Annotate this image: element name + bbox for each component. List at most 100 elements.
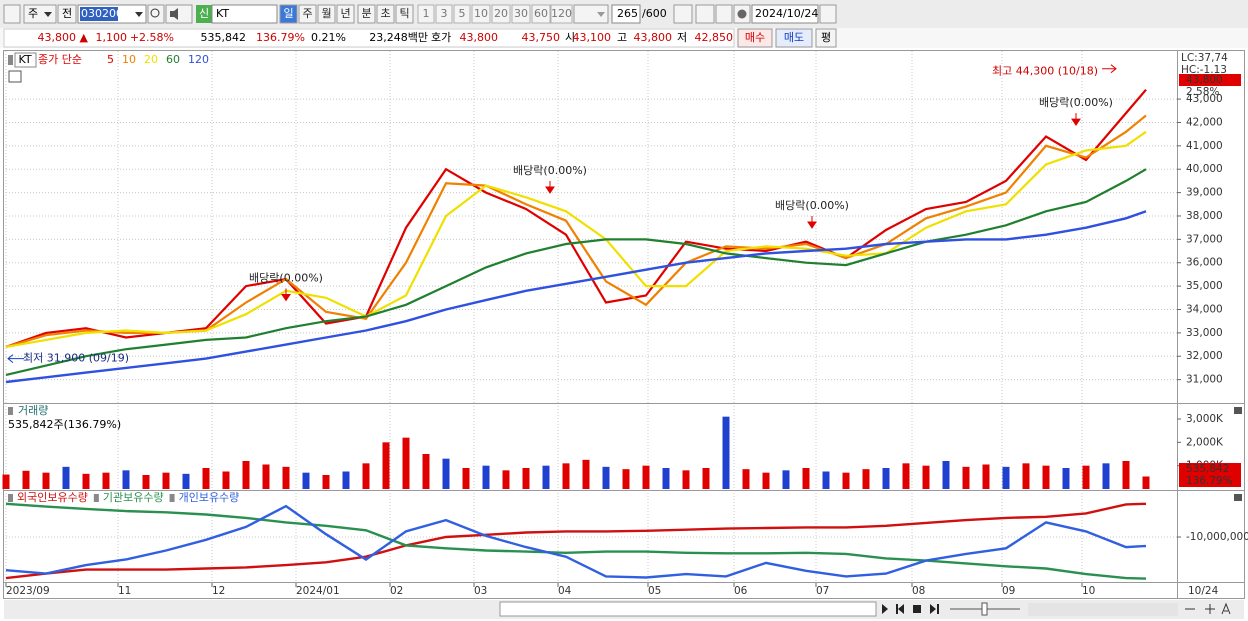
tool-button[interactable] (673, 4, 693, 24)
annotation-arrow (1071, 113, 1081, 127)
volume-bar (162, 472, 170, 489)
y-tick-label: 31,000 (1186, 374, 1223, 386)
stock-code: 030200 (81, 7, 123, 20)
avg-button[interactable] (815, 28, 837, 48)
dropdown-arrow[interactable] (135, 12, 143, 17)
scroll-thumb[interactable] (499, 601, 877, 617)
volume-bar (42, 472, 50, 489)
legend-handle (8, 494, 13, 502)
volume-bar (2, 474, 10, 489)
volume-bar (702, 468, 710, 489)
period-button[interactable] (336, 4, 355, 24)
period-button[interactable] (395, 4, 414, 24)
volume-bar (842, 472, 850, 489)
y-tick-label: 43,000 (1186, 93, 1223, 105)
zoom-controls[interactable] (1185, 602, 1231, 615)
interval-button[interactable] (511, 4, 531, 24)
x-tick-label: 04 (558, 585, 572, 597)
period-button[interactable] (298, 4, 317, 24)
scroll-end[interactable] (930, 604, 939, 614)
volume-bar (902, 463, 910, 489)
interval-button[interactable] (471, 4, 491, 24)
period-label: 년 (340, 7, 350, 20)
annotation-arrow (281, 288, 291, 302)
quote-box (3, 28, 735, 48)
interval-button[interactable] (550, 4, 573, 24)
menu-button[interactable] (3, 4, 21, 24)
line-series (5, 210, 1147, 384)
legend-handle (169, 494, 175, 502)
annotation: 배당락(0.00%) (1039, 96, 1113, 109)
legend-entry: 60 (166, 53, 180, 66)
x-end-label: 10/24 (1188, 585, 1219, 597)
price: 43,800 ▲ (38, 31, 89, 44)
dropdown-arrow (597, 12, 605, 17)
volume-bar (682, 470, 690, 489)
y-tick-label: 40,000 (1186, 163, 1223, 175)
side-label: 535,842 (1186, 463, 1229, 475)
date-input[interactable] (751, 4, 819, 24)
sound-button[interactable] (165, 4, 193, 24)
volume-bar (1142, 476, 1150, 489)
x-tick-label: 02 (390, 585, 403, 597)
dropdown-arrow (44, 12, 52, 17)
interval-label: 30 (514, 7, 528, 20)
period-button[interactable] (317, 4, 336, 24)
interval-label: 20 (494, 7, 508, 20)
volume-bar (882, 468, 890, 489)
bid: 43,750 (522, 31, 561, 44)
panel-close[interactable] (1234, 407, 1242, 414)
volume-bar (562, 463, 570, 489)
bid-ask-label: 호가 (431, 31, 451, 44)
period-label: 초 (380, 7, 390, 20)
market-select[interactable] (23, 4, 57, 24)
line-series (5, 502, 1147, 580)
line-series (5, 168, 1147, 376)
stop-button[interactable] (913, 605, 921, 613)
calendar-button[interactable] (819, 4, 837, 24)
volume-bar (382, 442, 390, 489)
speaker-icon (170, 8, 178, 20)
name-input[interactable] (211, 4, 278, 24)
volume-bar (962, 466, 970, 489)
interval-label: 120 (551, 7, 572, 20)
interval-label: 5 (459, 7, 466, 20)
save-button[interactable] (715, 4, 733, 24)
line-series (5, 502, 1147, 580)
period-button[interactable] (357, 4, 376, 24)
volume-bar (1062, 468, 1070, 489)
volume-title: 거래량 (18, 404, 48, 417)
line-series (5, 88, 1147, 348)
interval-button[interactable] (435, 4, 453, 24)
interval-button[interactable] (531, 4, 551, 24)
volume-bar (82, 473, 90, 489)
annotation: 최저 31,900 (09/19) (23, 352, 129, 365)
tool-button[interactable] (695, 4, 715, 24)
volume-bar (742, 469, 750, 489)
search-button[interactable] (147, 4, 165, 24)
interval-button[interactable] (491, 4, 511, 24)
buy-button[interactable] (737, 28, 773, 48)
empty-select[interactable] (573, 4, 609, 24)
x-tick-label: 08 (912, 585, 925, 597)
table-icon[interactable] (8, 70, 22, 83)
period-button[interactable] (376, 4, 395, 24)
sell-label: 매도 (784, 31, 804, 44)
line-series (5, 130, 1147, 348)
side-label: HC:-1.13 (1181, 64, 1227, 76)
scroll-start[interactable] (896, 604, 904, 614)
scroll-right[interactable] (882, 604, 888, 614)
interval-button[interactable] (453, 4, 471, 24)
count-input[interactable] (611, 4, 641, 24)
drawing-tools[interactable] (1028, 603, 1178, 616)
legend-handle (93, 494, 99, 502)
sell-button[interactable] (775, 28, 813, 48)
interval-button[interactable] (417, 4, 435, 24)
period-button[interactable] (279, 4, 298, 24)
period-label: 분 (361, 7, 371, 20)
compare-button[interactable] (57, 4, 77, 24)
panel-close[interactable] (1234, 494, 1242, 501)
count-max: /600 (642, 7, 667, 20)
zoom-handle[interactable] (981, 602, 988, 616)
turnover: 0.21% (311, 31, 346, 44)
